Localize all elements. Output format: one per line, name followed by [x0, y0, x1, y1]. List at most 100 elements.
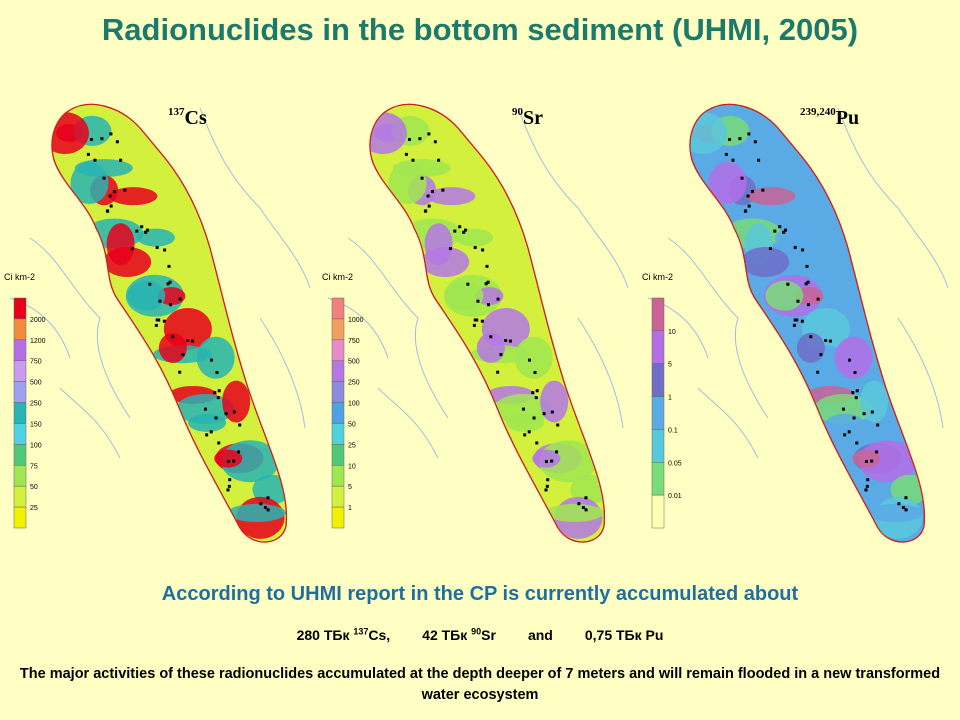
sample-point: [466, 282, 470, 286]
sample-point: [545, 484, 549, 488]
sample-point: [109, 204, 113, 208]
sample-point: [521, 407, 525, 411]
sample-point: [531, 391, 535, 395]
legend-swatch: [331, 444, 345, 466]
contour-blob: [796, 332, 825, 363]
sample-point: [205, 433, 209, 437]
contour-blob: [445, 280, 484, 311]
sample-point: [782, 230, 786, 234]
legend-swatch: [13, 465, 27, 487]
sample-point: [800, 319, 804, 323]
sample-point: [266, 496, 270, 500]
isotope-mass: 90: [512, 106, 523, 118]
isotope-label: 137Cs: [168, 106, 207, 130]
sample-point: [453, 229, 457, 233]
legend-tick-label: 1200: [30, 338, 46, 345]
contour-blob: [369, 112, 407, 155]
contour-blob: [421, 247, 470, 278]
shoreline: [837, 107, 949, 289]
sample-point: [904, 508, 908, 512]
sample-point: [804, 282, 808, 286]
legend-swatch: [331, 297, 345, 320]
sample-point: [542, 412, 546, 416]
sample-point: [853, 371, 857, 375]
sample-point: [499, 353, 503, 357]
sample-point: [544, 459, 548, 463]
sample-point: [238, 423, 242, 427]
legend-swatch: [13, 339, 27, 361]
legend-unit: Ci km-2: [4, 272, 35, 282]
sample-point: [458, 225, 462, 229]
sample-point: [801, 248, 805, 252]
contour-blob: [540, 380, 569, 423]
sample-point: [784, 228, 788, 232]
sample-point: [855, 389, 859, 393]
legend-swatch: [13, 360, 27, 382]
sample-point: [816, 297, 820, 301]
sample-point: [728, 138, 731, 141]
legend-swatch: [651, 396, 665, 430]
shoreline: [667, 237, 769, 419]
contour-blob: [227, 503, 286, 522]
legend-swatch: [13, 485, 27, 508]
sample-point: [167, 264, 171, 268]
contours: [369, 112, 605, 539]
sample-point: [100, 137, 104, 141]
sample-point: [854, 396, 858, 400]
legend-swatch: [331, 318, 345, 341]
sample-point: [746, 194, 750, 198]
sample-point: [819, 353, 823, 357]
sample-point: [109, 132, 113, 136]
contour-blob: [852, 449, 881, 468]
sample-point: [504, 339, 508, 343]
sample-point: [144, 230, 148, 234]
sample-point: [213, 391, 217, 395]
legend-tick-label: 100: [30, 442, 42, 449]
sample-point: [157, 318, 161, 322]
sample-point: [169, 303, 173, 307]
sample-point: [186, 339, 190, 343]
sample-point: [855, 441, 859, 445]
isotope-mass: 239,240: [800, 106, 836, 118]
sample-point: [550, 459, 554, 463]
shoreline: [259, 317, 306, 429]
contour-blob: [539, 440, 598, 483]
sample-point: [527, 430, 531, 434]
contour-blob: [103, 247, 152, 278]
sample-point: [584, 496, 588, 500]
amount-value: and: [527, 626, 553, 643]
sample-point: [584, 508, 588, 512]
sample-point: [404, 152, 408, 156]
sample-point: [865, 484, 869, 488]
sample-point: [106, 209, 110, 213]
contour-blob: [109, 187, 158, 206]
legend-tick-label: 1: [668, 395, 672, 402]
contour-blob: [454, 228, 493, 247]
map-panel: Ci km-2 1000 750 500 250 100 50 25 10 5 1: [322, 103, 629, 543]
sample-point: [807, 303, 811, 307]
sample-point: [796, 299, 800, 303]
sample-point: [475, 318, 479, 322]
legend-swatch: [331, 423, 345, 445]
legend-tick-label: 150: [30, 421, 42, 428]
legend-swatch: [331, 339, 345, 361]
contour-blob: [834, 336, 873, 379]
sample-point: [408, 138, 411, 141]
sample-point: [163, 248, 167, 252]
sample-point: [761, 188, 765, 192]
sample-point: [747, 132, 751, 136]
amount: and: [528, 627, 553, 643]
sample-point: [112, 189, 116, 193]
legend-tick-label: 25: [348, 442, 356, 449]
sample-point: [168, 280, 172, 284]
sample-point: [155, 318, 159, 322]
sample-point: [263, 506, 267, 510]
slide-title: Radionuclides in the bottom sediment (UH…: [101, 12, 859, 47]
legend-tick-label: 0.1: [668, 427, 678, 434]
legend-tick-label: 250: [348, 380, 360, 387]
sample-point: [546, 478, 550, 482]
sample-point: [181, 353, 185, 357]
sample-point: [214, 416, 218, 420]
sample-point: [864, 459, 868, 463]
sample-point: [146, 228, 150, 232]
